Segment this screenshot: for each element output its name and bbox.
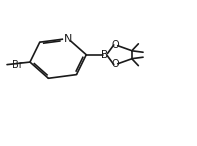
- Text: O: O: [112, 59, 120, 69]
- Text: Br: Br: [12, 60, 22, 70]
- Text: B: B: [101, 50, 109, 60]
- Text: O: O: [112, 40, 120, 50]
- Text: N: N: [64, 33, 72, 44]
